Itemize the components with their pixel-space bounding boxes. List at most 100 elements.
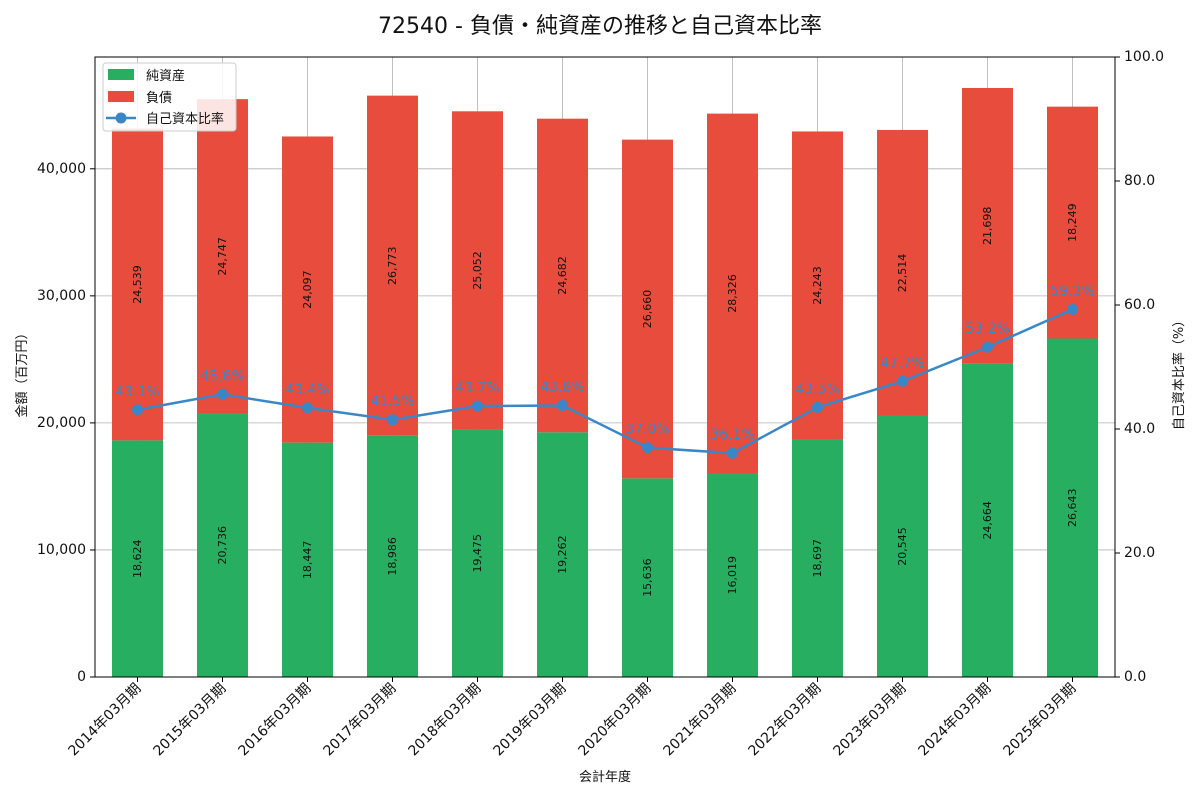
bar-label-equity: 26,643 (1066, 489, 1079, 528)
y-tick-label: 40,000 (37, 161, 86, 177)
ratio-label: 43.8% (540, 379, 584, 395)
ratio-point (217, 388, 228, 400)
ratio-point (557, 399, 568, 411)
legend-label-liabilities: 負債 (146, 91, 172, 106)
bar-label-equity: 20,736 (216, 526, 229, 565)
ratio-label: 37.0% (625, 422, 669, 438)
bar-label-liabilities: 24,747 (216, 237, 229, 276)
axes-layer (94, 56, 1116, 678)
bar-label-equity: 19,475 (471, 534, 484, 573)
bar-equity (367, 435, 418, 677)
y2-tick-label: 20.0 (1124, 545, 1155, 561)
bar-label-liabilities: 24,539 (131, 265, 144, 304)
bar-label-liabilities: 24,243 (811, 266, 824, 305)
legend-marker-ratio (115, 112, 127, 124)
bar-liabilities (792, 131, 843, 440)
y-tick-label: 10,000 (37, 542, 86, 558)
bar-liabilities (877, 129, 928, 416)
bar-equity (1047, 338, 1098, 677)
ratio-point (982, 341, 993, 353)
bar-equity (112, 440, 163, 677)
x-tick-label: 2022年03月期 (746, 681, 825, 760)
bar-label-equity: 18,447 (301, 541, 314, 580)
bar-liabilities (367, 95, 418, 436)
ratio-point (132, 404, 143, 416)
y2-tick-label: 60.0 (1124, 297, 1155, 313)
ratio-label: 41.5% (370, 394, 414, 410)
y-tick-label: 30,000 (37, 288, 86, 304)
legend-swatch-liabilities (108, 91, 134, 102)
ratio-point (387, 414, 398, 426)
ratio-point (727, 447, 738, 459)
bar-label-liabilities: 22,514 (896, 254, 909, 293)
bar-label-equity: 15,636 (641, 558, 654, 597)
x-tick-label: 2014年03月期 (66, 681, 145, 760)
ratio-line-layer: 43.1% 45.6% 43.4% 41.5% 43.7% 43.8% 37.0% 36.1%… (115, 283, 1095, 459)
bar-equity (962, 363, 1013, 677)
y-axis-label: 金額（百万円） (14, 326, 30, 417)
bar-liabilities (707, 113, 758, 474)
ratio-point (472, 400, 483, 412)
bar-equity (877, 415, 928, 677)
legend-box (102, 62, 237, 132)
bar-label-equity: 24,664 (981, 501, 994, 540)
legend-label-ratio: 自己資本比率 (146, 111, 224, 127)
ratio-point (642, 442, 653, 454)
bar-liabilities (537, 118, 588, 433)
bar-label-equity: 18,624 (131, 539, 144, 578)
bar-label-liabilities: 28,326 (726, 274, 739, 313)
ratio-label: 45.6% (200, 368, 244, 384)
x-tick-label: 2023年03月期 (831, 681, 910, 760)
bar-label-equity: 19,262 (556, 535, 569, 574)
ratio-label: 53.2% (965, 321, 1009, 337)
plot-frame (94, 56, 1116, 678)
bars-layer (112, 87, 1098, 677)
ratio-line (137, 308, 1074, 455)
x-tick-label: 2015年03月期 (151, 681, 230, 760)
legend: 純資産 負債 自己資本比率 (102, 62, 237, 132)
y2-axis-label: 自己資本比率（%） (1171, 314, 1187, 430)
x-tick-label: 2025年03月期 (1001, 681, 1080, 760)
bar-equity (282, 442, 333, 677)
ratio-label: 43.1% (115, 384, 159, 400)
x-tick-label: 2020年03月期 (576, 681, 655, 760)
bar-liabilities (962, 87, 1013, 364)
bar-label-liabilities: 25,052 (471, 251, 484, 290)
x-axis-label: 会計年度 (579, 769, 631, 785)
bar-liabilities (1047, 106, 1098, 339)
chart-title: 72540 - 負債・純資産の推移と自己資本比率 (378, 14, 822, 39)
bar-label-liabilities: 24,097 (301, 270, 314, 309)
bar-equity (197, 413, 248, 677)
y2-tick-label: 80.0 (1124, 173, 1155, 189)
ratio-point (302, 402, 313, 414)
y2-tick-label: 40.0 (1124, 421, 1155, 437)
ratio-label: 47.7% (880, 355, 924, 371)
bar-liabilities (112, 128, 163, 441)
bar-equity (537, 432, 588, 677)
ratio-point (812, 401, 823, 413)
x-tick-label: 2021年03月期 (661, 681, 740, 760)
bar-label-equity: 16,019 (726, 556, 739, 595)
ratio-point (897, 375, 908, 387)
bar-label-liabilities: 18,249 (1066, 203, 1079, 242)
x-tick-label: 2018年03月期 (406, 681, 485, 760)
legend-swatch-equity (108, 69, 134, 80)
ratio-label: 43.5% (795, 381, 839, 397)
y2-tick-label: 0.0 (1124, 669, 1146, 685)
bar-labels-layer: 18,624 24,539 20,736 24,747 18,447 24,097 18,9… (131, 203, 1079, 597)
bar-label-equity: 18,986 (386, 537, 399, 576)
ratio-label: 43.7% (455, 380, 499, 396)
x-tick-label: 2024年03月期 (916, 681, 995, 760)
bar-equity (792, 439, 843, 677)
legend-label-equity: 純資産 (146, 68, 185, 84)
x-tick-label: 2019年03月期 (491, 681, 570, 760)
bar-liabilities (452, 111, 503, 430)
y-tick-label: 0 (77, 669, 86, 685)
bar-label-liabilities: 24,682 (556, 256, 569, 295)
bar-liabilities (197, 99, 248, 414)
y-tick-label: 20,000 (37, 415, 86, 431)
bar-label-equity: 18,697 (811, 539, 824, 578)
ratio-label: 36.1% (710, 427, 754, 443)
